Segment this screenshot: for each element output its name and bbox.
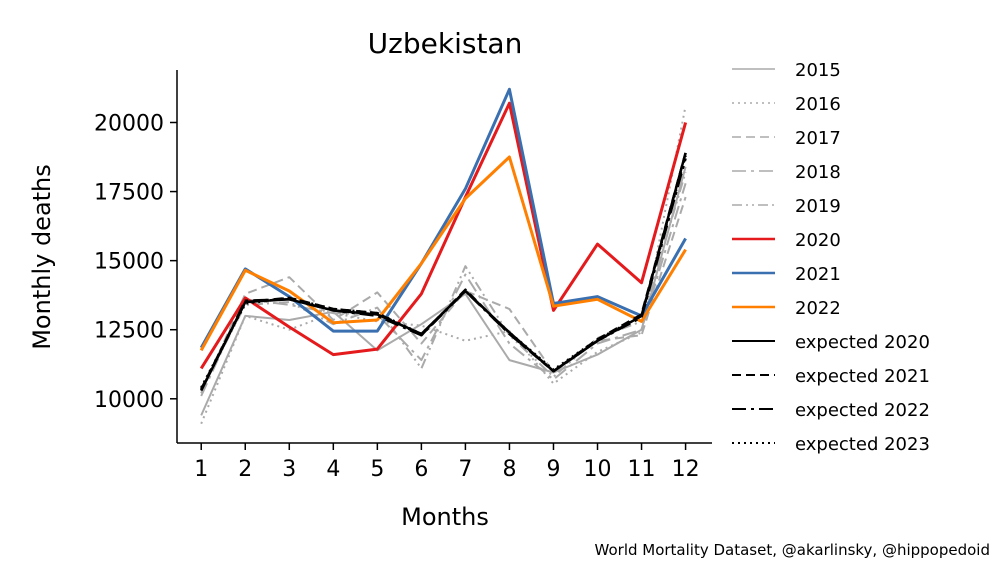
x-tick-label: 4 bbox=[326, 457, 340, 482]
y-axis-label: Monthly deaths bbox=[28, 164, 56, 350]
series-line-2021 bbox=[199, 87, 687, 349]
series-line-expected-2023 bbox=[200, 155, 687, 389]
y-tick-label: 12500 bbox=[94, 319, 164, 344]
x-tick-label: 11 bbox=[628, 457, 656, 482]
legend-label: expected 2023 bbox=[795, 434, 930, 455]
legend-label: expected 2022 bbox=[795, 400, 930, 421]
series-line-expected-2021 bbox=[200, 152, 687, 390]
series-line-2020 bbox=[199, 101, 688, 370]
legend-label: 2020 bbox=[795, 230, 841, 251]
x-tick-label: 2 bbox=[238, 457, 252, 482]
series-line-expected-2022 bbox=[200, 158, 687, 392]
x-axis: 1 2 3 4 5 6 7 8 9 10 11 12 bbox=[177, 442, 712, 482]
series-line-2019 bbox=[200, 171, 687, 391]
x-tick-label: 6 bbox=[414, 457, 428, 482]
y-axis: 10000 12500 15000 17500 20000 bbox=[94, 70, 178, 443]
series-line-expected-2020 bbox=[200, 152, 687, 392]
legend-label: 2017 bbox=[795, 128, 841, 149]
source-credit: World Mortality Dataset, @akarlinsky, @h… bbox=[595, 541, 990, 559]
x-tick-label: 10 bbox=[584, 457, 612, 482]
x-tick-label: 7 bbox=[458, 457, 472, 482]
y-tick-label: 10000 bbox=[94, 388, 164, 413]
series-line-2015 bbox=[200, 166, 687, 416]
x-axis-label: Months bbox=[401, 503, 489, 531]
y-tick-label: 15000 bbox=[94, 250, 164, 275]
series-line-2018 bbox=[200, 183, 687, 397]
legend-label: 2021 bbox=[795, 264, 841, 285]
legend-label: 2018 bbox=[795, 162, 841, 183]
x-tick-label: 8 bbox=[502, 457, 516, 482]
legend-label: 2019 bbox=[795, 196, 841, 217]
x-tick-label: 1 bbox=[194, 457, 208, 482]
legend-label: 2015 bbox=[795, 60, 841, 81]
series-line-2016 bbox=[200, 105, 687, 425]
legend-label: expected 2021 bbox=[795, 366, 930, 387]
x-tick-label: 12 bbox=[672, 457, 700, 482]
legend-label: expected 2020 bbox=[795, 332, 930, 353]
legend-label: 2022 bbox=[795, 298, 841, 319]
x-tick-label: 9 bbox=[546, 457, 560, 482]
plot-area bbox=[199, 87, 688, 425]
legend: 2015 2016 2017 2018 2019 2020 2021 2022 expected… bbox=[732, 60, 930, 455]
chart-title: Uzbekistan bbox=[368, 27, 523, 60]
x-tick-label: 5 bbox=[370, 457, 384, 482]
y-tick-label: 17500 bbox=[94, 181, 164, 206]
legend-label: 2016 bbox=[795, 94, 841, 115]
y-tick-label: 20000 bbox=[94, 111, 164, 136]
x-tick-label: 3 bbox=[282, 457, 296, 482]
series-line-2022 bbox=[199, 155, 687, 352]
